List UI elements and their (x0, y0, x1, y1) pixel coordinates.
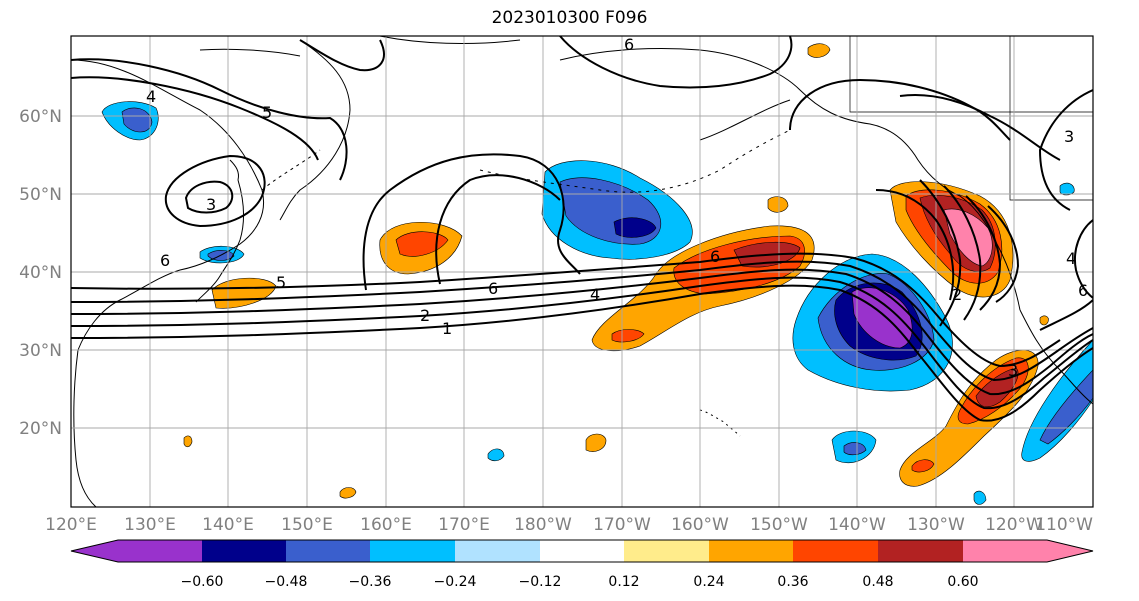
negative-anomaly-patch (121, 107, 153, 133)
positive-anomaly-patch (807, 43, 831, 58)
negative-anomaly-patch (1059, 182, 1075, 196)
colorbar-segment (793, 540, 878, 562)
contour-label: 6 (710, 247, 720, 266)
lon-label: 150°W (750, 515, 808, 535)
lon-label: 160°E (360, 515, 412, 535)
colorbar-segment (71, 540, 202, 562)
colorbar (70, 539, 1094, 563)
positive-anomaly-patch (943, 208, 993, 267)
lon-label: 140°E (202, 515, 254, 535)
colorbar-tick-label: 0.12 (608, 574, 639, 590)
border-line (849, 36, 1093, 113)
lon-label: 130°W (907, 515, 965, 535)
colorbar-segment (286, 540, 370, 562)
colorbar-tick-label: −0.36 (349, 574, 392, 590)
contour-label: 6 (160, 251, 170, 270)
lon-label: 140°W (828, 515, 886, 535)
positive-anomaly-patch (767, 196, 789, 213)
contour-label: 6 (624, 35, 634, 54)
contour-lines (71, 36, 1093, 422)
colorbar-tick-label: −0.48 (265, 574, 308, 590)
contour-value-labels: 6 4 5 3 6 5 2 1 6 4 6 2 3 3 4 6 (146, 35, 1088, 380)
contour-label: 6 (1078, 281, 1088, 300)
contour-label: 3 (1008, 361, 1018, 380)
colorbar-tick-labels: −0.60 −0.48 −0.36 −0.24 −0.12 0.12 0.24 … (181, 574, 979, 590)
contour-label: 2 (952, 285, 962, 304)
contour-label: 5 (262, 103, 272, 122)
colorbar-tick-label: 0.24 (693, 574, 724, 590)
gridlines (71, 36, 1093, 507)
lon-label: 160°W (671, 515, 729, 535)
colorbar-tick-label: −0.60 (181, 574, 224, 590)
lon-label: 130°E (124, 515, 176, 535)
okhotsk-coast (199, 48, 301, 57)
colorbar-segment (963, 540, 1093, 562)
lon-label: 120°E (45, 515, 97, 535)
negative-anomaly-patch (843, 442, 867, 456)
asia-coast (71, 59, 264, 507)
positive-anomaly-patch (585, 433, 607, 452)
lon-label: 170°W (593, 515, 651, 535)
map-title: 2023010300 F096 (491, 8, 648, 28)
positive-anomaly-patch (339, 487, 357, 499)
colorbar-segment (878, 540, 963, 562)
negative-anomaly-patch (613, 217, 657, 238)
contour-label: 4 (1066, 249, 1076, 268)
negative-anomaly-patch (1039, 369, 1093, 445)
longitude-labels: 120°E 130°E 140°E 150°E 160°E 170°E 180°… (45, 515, 1093, 535)
kamchatka-coast (279, 39, 351, 221)
lon-label: 180°W (514, 515, 572, 535)
colorbar-segment (624, 540, 709, 562)
contour-label: 2 (420, 306, 430, 325)
colorbar-tick-label: 0.60 (947, 574, 978, 590)
japan-coast (195, 179, 245, 303)
contour-label: 6 (488, 279, 498, 298)
lat-label: 30°N (19, 341, 62, 361)
map-plot-area: 6 4 5 3 6 5 2 1 6 4 6 2 3 3 4 6 (71, 35, 1093, 507)
colorbar-segment (709, 540, 793, 562)
positive-anomaly-patch (183, 435, 193, 448)
border-line (1009, 36, 1093, 201)
lat-label: 50°N (19, 185, 62, 205)
map-frame-border (70, 35, 1094, 508)
negative-anomaly-patch (1021, 339, 1093, 462)
negative-anomaly-patch (973, 490, 987, 505)
hawaii-islands (699, 409, 741, 437)
lat-label: 20°N (19, 419, 62, 439)
hokkaido-coast (229, 159, 239, 181)
colorbar-tick-label: 0.48 (862, 574, 893, 590)
colorbar-tick-label: −0.24 (434, 574, 477, 590)
lon-label: 170°E (438, 515, 490, 535)
lon-label: 120°W (985, 515, 1043, 535)
contour-label: 4 (146, 87, 156, 106)
colorbar-outline (70, 539, 1094, 563)
colorbar-segment (455, 540, 540, 562)
lat-label: 60°N (19, 107, 62, 127)
contour-label: 1 (442, 319, 452, 338)
lon-label: 110°W (1035, 515, 1093, 535)
positive-anomaly-patch (911, 459, 935, 473)
lat-label: 40°N (19, 263, 62, 283)
contour-label: 3 (206, 195, 216, 214)
negative-anomaly-patch (487, 448, 505, 462)
alaska-peninsula-coast (699, 99, 791, 141)
contour-label: 3 (1064, 127, 1074, 146)
colorbar-segment (540, 540, 624, 562)
mexico-coast (1019, 309, 1093, 405)
colorbar-segment (202, 540, 286, 562)
contour-label: 4 (590, 285, 600, 304)
colorbar-tick-label: −0.12 (519, 574, 562, 590)
chukotka-coast (379, 36, 521, 44)
positive-anomaly-patch (1039, 315, 1049, 326)
latitude-labels: 60°N 50°N 40°N 30°N 20°N (19, 107, 62, 439)
colorbar-tick-label: 0.36 (777, 574, 808, 590)
aleutian-islands (479, 129, 791, 193)
positive-anomaly-patch (395, 231, 449, 257)
contour-label: 5 (276, 273, 286, 292)
colorbar-segment (370, 540, 455, 562)
lon-label: 150°E (281, 515, 333, 535)
